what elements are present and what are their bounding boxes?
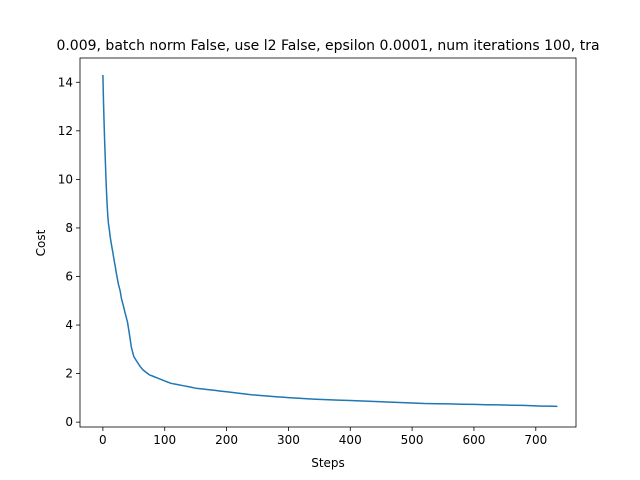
series-line-0 [102,74,558,408]
plot-frame [79,57,577,428]
y-tick-label: 12 [58,124,73,138]
y-tick-label: 8 [65,221,73,235]
x-axis-ticks: 0 100 200 300 400 500 600 700 [99,427,547,447]
chart-title: 0.009, batch norm False, use l2 False, e… [56,38,599,54]
y-tick-label: 10 [58,172,73,186]
y-tick-label: 14 [58,75,73,89]
y-tick-label: 6 [65,269,73,283]
x-tick-label: 200 [215,433,238,447]
x-tick-label: 700 [524,433,547,447]
series-group [102,74,558,408]
y-tick-label: 2 [65,367,73,381]
y-tick-label: 0 [65,415,73,429]
y-axis-ticks: 0 2 4 6 8 10 12 14 [58,75,80,429]
plot-area [80,58,576,427]
x-tick-label: 400 [339,433,362,447]
x-tick-label: 0 [99,433,107,447]
y-tick-label: 4 [65,318,73,332]
x-tick-label: 300 [277,433,300,447]
x-axis-label: Steps [311,456,345,470]
x-tick-label: 500 [401,433,424,447]
x-tick-label: 100 [153,433,176,447]
y-axis-label: Cost [34,229,48,256]
x-tick-label: 600 [463,433,486,447]
